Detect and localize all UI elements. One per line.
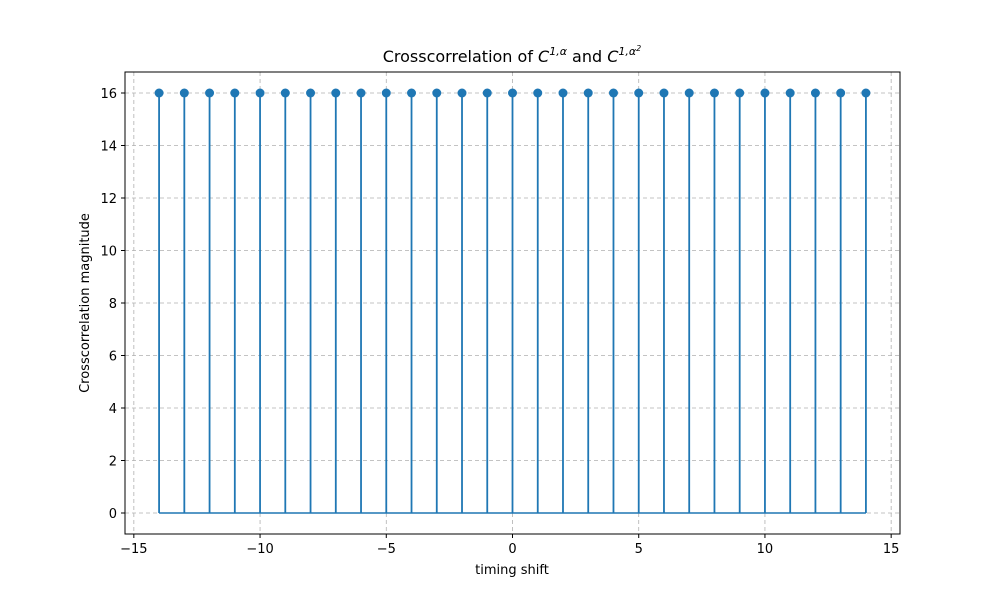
stem-marker xyxy=(760,88,770,98)
stem-marker xyxy=(558,88,568,98)
y-tick-label: 2 xyxy=(109,455,117,470)
stem-marker xyxy=(861,88,871,98)
y-tick-label: 14 xyxy=(100,140,117,155)
title-symbol-2: C xyxy=(607,47,619,66)
stem-marker xyxy=(457,88,467,98)
stem-marker xyxy=(709,88,719,98)
y-tick-label: 6 xyxy=(109,350,117,365)
x-tick-label: −10 xyxy=(246,542,273,557)
stem-marker xyxy=(634,88,644,98)
stem-marker xyxy=(482,88,492,98)
y-tick-label: 4 xyxy=(109,402,117,417)
stem-marker xyxy=(785,88,795,98)
x-axis-label: timing shift xyxy=(475,563,549,578)
stem-marker xyxy=(255,88,265,98)
chart-title: Crosscorrelation of C1,α and C1,α2 xyxy=(383,44,642,66)
stem-marker xyxy=(684,88,694,98)
stem-marker xyxy=(810,88,820,98)
y-tick-label: 0 xyxy=(109,507,117,522)
x-tick-label: −15 xyxy=(120,542,147,557)
title-superscript-2-power: 2 xyxy=(636,44,641,53)
x-tick-label: 5 xyxy=(635,542,643,557)
stem-marker xyxy=(306,88,316,98)
stem-marker xyxy=(508,88,517,98)
axis-ticks: −15 −10 −5 0 5 10 15 0 2 4 6 8 10 12 14 16 xyxy=(100,87,899,557)
y-tick-label: 10 xyxy=(100,245,117,260)
stem-marker xyxy=(407,88,417,98)
stem-marker xyxy=(356,88,366,98)
y-tick-label: 12 xyxy=(100,192,117,207)
stem-marker xyxy=(735,88,745,98)
y-tick-label: 16 xyxy=(100,87,117,102)
x-tick-label: 0 xyxy=(508,542,516,557)
stem-marker xyxy=(533,88,543,98)
stem-series xyxy=(154,88,871,514)
y-axis-label: Crosscorrelation magnitude xyxy=(78,213,93,393)
stem-marker xyxy=(331,88,341,98)
title-prefix: Crosscorrelation of xyxy=(383,47,538,66)
title-symbol-1: C xyxy=(538,47,550,66)
stem-marker xyxy=(280,88,290,98)
x-tick-label: −5 xyxy=(377,542,396,557)
title-superscript-2: 1,α xyxy=(618,45,636,58)
stem-marker xyxy=(583,88,593,98)
stem-marker xyxy=(179,88,189,98)
stem-marker xyxy=(432,88,442,98)
stem-marker xyxy=(154,88,164,98)
stem-marker xyxy=(205,88,215,98)
stem-marker xyxy=(659,88,669,98)
x-tick-label: 10 xyxy=(757,542,774,557)
stem-marker xyxy=(608,88,618,98)
title-middle: and xyxy=(567,47,607,66)
y-tick-label: 8 xyxy=(109,297,117,312)
stem-marker xyxy=(836,88,846,98)
stem-marker xyxy=(230,88,240,98)
title-superscript-1: 1,α xyxy=(549,45,567,58)
x-tick-label: 15 xyxy=(883,542,900,557)
stem-marker xyxy=(381,88,391,98)
